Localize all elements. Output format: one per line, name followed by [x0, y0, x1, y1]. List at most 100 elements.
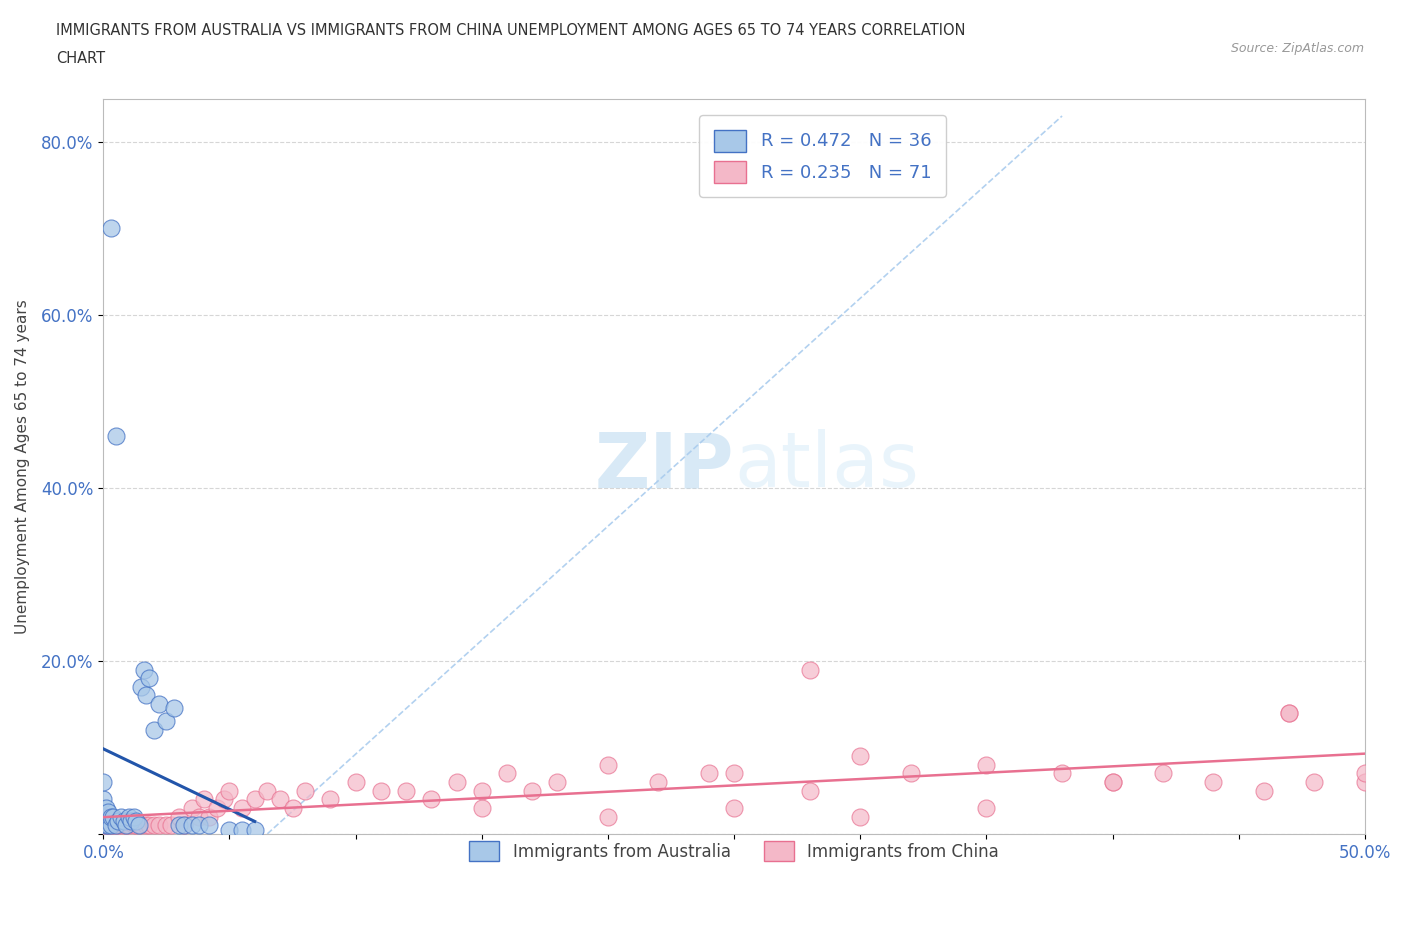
Text: Source: ZipAtlas.com: Source: ZipAtlas.com — [1230, 42, 1364, 55]
Point — [446, 775, 468, 790]
Point — [546, 775, 568, 790]
Text: ZIP: ZIP — [595, 430, 734, 503]
Point — [231, 801, 253, 816]
Point — [1101, 775, 1123, 790]
Point — [104, 429, 127, 444]
Point — [723, 801, 745, 816]
Point — [107, 814, 129, 829]
Point — [103, 809, 125, 824]
Point — [142, 817, 165, 832]
Point — [142, 723, 165, 737]
Point — [132, 662, 155, 677]
Point — [319, 791, 342, 806]
Point — [94, 817, 117, 832]
Point — [496, 766, 519, 781]
Point — [799, 783, 821, 798]
Point — [100, 809, 122, 824]
Point — [214, 791, 236, 806]
Point — [370, 783, 392, 798]
Point — [1354, 775, 1376, 790]
Point — [91, 809, 114, 824]
Point — [243, 791, 266, 806]
Point — [799, 662, 821, 677]
Point — [198, 809, 221, 824]
Point — [193, 791, 215, 806]
Point — [125, 817, 148, 832]
Text: atlas: atlas — [734, 430, 920, 503]
Point — [155, 817, 177, 832]
Point — [294, 783, 316, 798]
Point — [900, 766, 922, 781]
Point — [100, 817, 122, 832]
Point — [160, 817, 183, 832]
Point — [697, 766, 720, 781]
Point — [218, 783, 240, 798]
Point — [1253, 783, 1275, 798]
Point — [148, 697, 170, 711]
Point — [112, 814, 135, 829]
Point — [1202, 775, 1225, 790]
Point — [117, 817, 139, 832]
Point — [94, 817, 117, 832]
Point — [115, 817, 138, 832]
Point — [167, 809, 190, 824]
Point — [198, 817, 221, 832]
Point — [120, 814, 142, 829]
Point — [122, 817, 145, 832]
Point — [122, 809, 145, 824]
Point — [205, 801, 228, 816]
Point — [94, 809, 117, 824]
Point — [91, 809, 114, 824]
Point — [115, 817, 138, 832]
Point — [112, 817, 135, 832]
Point — [1152, 766, 1174, 781]
Point — [97, 804, 120, 819]
Point — [91, 791, 114, 806]
Text: CHART: CHART — [56, 51, 105, 66]
Point — [281, 801, 304, 816]
Point — [231, 822, 253, 837]
Point — [129, 680, 152, 695]
Point — [100, 817, 122, 832]
Point — [125, 814, 148, 829]
Point — [138, 671, 160, 685]
Point — [167, 817, 190, 832]
Point — [420, 791, 443, 806]
Point — [1303, 775, 1326, 790]
Point — [1278, 705, 1301, 720]
Point — [976, 757, 998, 772]
Point — [180, 817, 202, 832]
Point — [100, 221, 122, 236]
Point — [155, 714, 177, 729]
Point — [344, 775, 367, 790]
Point — [94, 801, 117, 816]
Point — [173, 817, 195, 832]
Point — [128, 817, 150, 832]
Point — [1354, 766, 1376, 781]
Point — [138, 817, 160, 832]
Text: IMMIGRANTS FROM AUSTRALIA VS IMMIGRANTS FROM CHINA UNEMPLOYMENT AMONG AGES 65 TO: IMMIGRANTS FROM AUSTRALIA VS IMMIGRANTS … — [56, 23, 966, 38]
Point — [104, 817, 127, 832]
Point — [180, 801, 202, 816]
Point — [188, 809, 211, 824]
Point — [107, 817, 129, 832]
Point — [163, 701, 186, 716]
Point — [97, 817, 120, 832]
Legend: Immigrants from Australia, Immigrants from China: Immigrants from Australia, Immigrants fr… — [461, 832, 1007, 870]
Point — [647, 775, 669, 790]
Point — [471, 783, 494, 798]
Point — [173, 817, 195, 832]
Point — [97, 817, 120, 832]
Point — [110, 809, 132, 824]
Point — [218, 822, 240, 837]
Point — [110, 817, 132, 832]
Point — [395, 783, 418, 798]
Point — [1050, 766, 1073, 781]
Y-axis label: Unemployment Among Ages 65 to 74 years: Unemployment Among Ages 65 to 74 years — [15, 299, 30, 633]
Point — [188, 817, 211, 832]
Point — [243, 822, 266, 837]
Point — [471, 801, 494, 816]
Point — [103, 817, 125, 832]
Point — [976, 801, 998, 816]
Point — [723, 766, 745, 781]
